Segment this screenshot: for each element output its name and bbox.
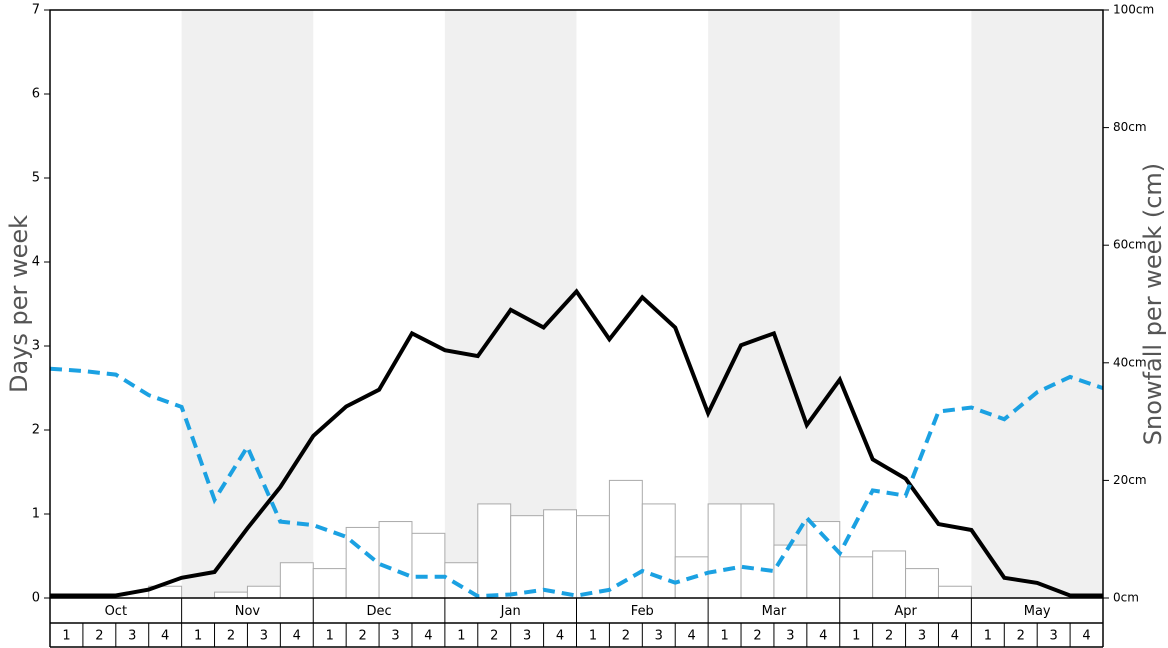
bar [773,544,808,599]
bar [510,515,545,599]
y-tick-label: 3 [32,339,40,354]
bar [641,503,676,599]
y-tick-label: 1 [32,507,40,522]
month-shade [708,10,840,598]
y-tick-label: 5 [32,171,40,186]
month-shade [444,10,577,598]
y-tick-label: 7 [32,3,40,18]
bar [246,585,281,599]
week-label: 3 [523,629,531,644]
week-label: 1 [589,629,597,644]
bar [543,509,577,599]
week-label: 1 [457,629,465,644]
bar [707,503,742,599]
y-tick-label: 2 [32,423,40,438]
week-label: 4 [1082,629,1090,644]
week-label: 4 [951,629,959,644]
y2-tick-label: 0cm [1113,591,1139,605]
month-label: Oct [105,604,127,619]
week-label: 2 [227,629,235,644]
bar [378,521,413,599]
bar [411,532,446,599]
y-axis-label: Days per week [5,215,33,393]
month-label: May [1024,604,1051,619]
month-shade [971,10,1103,598]
week-label: 4 [424,629,432,644]
week-label: 3 [128,629,136,644]
week-label: 3 [786,629,794,644]
week-label: 4 [556,629,564,644]
y2-tick-label: 80cm [1113,120,1147,134]
week-label: 4 [819,629,827,644]
line [49,366,1104,599]
week-label: 2 [622,629,630,644]
bar [872,550,907,599]
week-label: 3 [260,629,268,644]
y2-tick-label: 20cm [1113,473,1147,487]
week-label: 1 [720,629,728,644]
week-label: 1 [984,629,992,644]
y-tick-label: 4 [32,255,40,270]
month-label: Nov [235,604,261,619]
week-label: 2 [885,629,893,644]
week-label: 3 [391,629,399,644]
bar [576,515,610,599]
bar [740,503,775,599]
week-label: 4 [161,629,169,644]
week-label: 1 [326,629,334,644]
month-label: Dec [366,604,391,619]
y2-tick-label: 40cm [1113,355,1147,369]
week-label: 2 [95,629,103,644]
month-label: Jan [500,604,521,619]
week-label: 2 [1017,629,1025,644]
week-label: 2 [753,629,761,644]
bar [937,585,972,599]
week-label: 3 [918,629,926,644]
line [50,288,1103,598]
week-label: 2 [358,629,366,644]
week-label: 3 [1050,629,1058,644]
y2-axis-label: Snowfall per week (cm) [1139,163,1167,445]
week-label: 4 [688,629,696,644]
week-label: 1 [194,629,202,644]
week-label: 2 [490,629,498,644]
week-label: 1 [852,629,860,644]
month-label: Mar [762,604,787,619]
y2-tick-label: 100cm [1113,3,1154,17]
week-label: 4 [293,629,301,644]
month-label: Apr [894,604,917,619]
y-tick-label: 6 [32,87,40,102]
bar [345,526,380,599]
y-tick-label: 0 [32,591,40,606]
y2-tick-label: 60cm [1113,238,1147,252]
bar [839,556,874,599]
bar [905,568,939,599]
bar [312,568,347,599]
bar [477,503,512,599]
bar [214,591,248,599]
bar [279,562,314,599]
month-label: Feb [631,604,654,619]
week-label: 3 [655,629,663,644]
week-label: 1 [62,629,70,644]
month-shade [181,10,314,598]
